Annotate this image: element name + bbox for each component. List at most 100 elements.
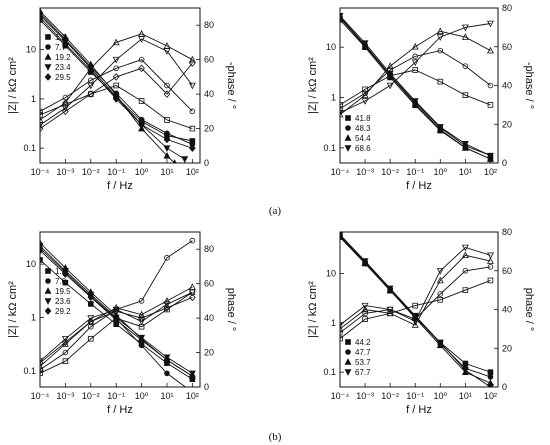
series-23.6-phase-point bbox=[188, 289, 196, 297]
series-19.2-modulus-point bbox=[172, 159, 177, 163]
series-7.0-modulus-point bbox=[164, 370, 170, 377]
series-68.6-modulus-point bbox=[386, 70, 394, 78]
series-48.3-phase-point bbox=[462, 63, 469, 69]
series-29.2-phase-point bbox=[138, 314, 145, 322]
series-7.7-modulus-point bbox=[164, 130, 170, 137]
series-7.7-phase-line bbox=[40, 59, 193, 112]
legend-marker-47.7 bbox=[345, 349, 351, 355]
legend: 41.848.354.468.6 bbox=[344, 114, 371, 153]
series-53.7-phase-point bbox=[340, 325, 344, 332]
series-48.3-phase-point bbox=[487, 82, 494, 89]
x-tick-label: 10⁰ bbox=[433, 167, 447, 177]
plot-frame bbox=[39, 7, 201, 164]
series-1.3-modulus-point bbox=[40, 257, 43, 263]
series-1.3-phase-point bbox=[87, 335, 94, 342]
legend: 1.37.019.523.629.2 bbox=[44, 267, 71, 316]
legend-label-67.7: 67.7 bbox=[355, 368, 371, 377]
series-7.7-phase-point bbox=[40, 108, 43, 115]
series-23.6-phase-point bbox=[87, 315, 95, 322]
chart-a-left: 10⁻⁴ 10⁻³ 10⁻² 10⁻¹ 10⁰ 10¹ 10² 0.1 1 10 0 20 40 60 80… bbox=[7, 7, 237, 192]
x-tick-label: 10⁰ bbox=[433, 391, 447, 401]
series-29.2-phase-point bbox=[62, 338, 69, 347]
series-68.6-modulus-point bbox=[361, 40, 369, 48]
series-47.7-phase-point bbox=[340, 329, 343, 336]
y-axis-label: |Z| / kΩ cm² bbox=[307, 281, 319, 338]
series-44.2-phase-line bbox=[340, 279, 491, 339]
y2-tick-label: 40 bbox=[502, 81, 512, 91]
x-tick-label: 10⁻⁴ bbox=[31, 167, 50, 177]
plot-data bbox=[340, 12, 494, 162]
legend-label-48.3: 48.3 bbox=[355, 124, 371, 133]
series-41.8-phase-point bbox=[412, 67, 419, 73]
series-68.6-phase-point bbox=[436, 34, 444, 41]
series-29.5-modulus-point bbox=[87, 66, 95, 75]
legend-marker-1.2 bbox=[45, 34, 51, 40]
legend-marker-7.7 bbox=[45, 44, 51, 50]
x-tick-label: 10⁻² bbox=[381, 167, 399, 177]
legend-marker-48.3 bbox=[345, 125, 351, 131]
x-tick-label: 10⁻⁴ bbox=[31, 391, 50, 401]
y-tick-label: 0.1 bbox=[23, 143, 36, 153]
series-1.3-modulus-point bbox=[62, 279, 69, 286]
series-7.7-phase-point bbox=[164, 82, 170, 89]
series-29.5-modulus-point bbox=[40, 13, 44, 22]
legend-label-29.2: 29.2 bbox=[55, 307, 71, 316]
series-54.4-phase-point bbox=[340, 110, 344, 118]
y2-tick-label: 0 bbox=[204, 382, 209, 392]
series-19.5-phase-point bbox=[163, 297, 171, 304]
series-53.7-phase-point bbox=[386, 309, 394, 317]
series-47.7-phase-point bbox=[437, 291, 444, 297]
plot-frame bbox=[39, 231, 201, 388]
series-54.4-phase-point bbox=[361, 91, 369, 98]
plot-data bbox=[40, 237, 196, 387]
series-67.7-phase-point bbox=[340, 322, 344, 329]
series-19.2-phase-point bbox=[112, 38, 120, 46]
y2-tick-label: 40 bbox=[204, 313, 214, 323]
series-29.5-phase-point bbox=[40, 124, 44, 133]
x-tick-label: 10² bbox=[484, 391, 497, 401]
series-47.7-phase-point bbox=[362, 310, 368, 317]
legend-marker-54.4 bbox=[344, 134, 352, 141]
series-53.7-phase-line bbox=[340, 254, 491, 330]
series-44.2-phase-point bbox=[412, 302, 419, 309]
series-23.4-phase-point bbox=[163, 48, 171, 55]
series-29.5-modulus-point bbox=[62, 40, 69, 48]
series-44.2-modulus-point bbox=[462, 360, 469, 367]
series-67.7-phase-point bbox=[411, 318, 419, 325]
caption-b: (b) bbox=[269, 431, 282, 443]
x-axis-label: f / Hz bbox=[406, 404, 432, 416]
series-47.7-phase-point bbox=[462, 267, 469, 274]
legend: 44.247.753.767.7 bbox=[344, 338, 371, 377]
legend-label-53.7: 53.7 bbox=[355, 358, 371, 367]
series-29.5-phase-point bbox=[112, 73, 120, 81]
legend-marker-68.6 bbox=[344, 145, 352, 152]
legend-label-1.2: 1.2 bbox=[55, 33, 67, 42]
legend-marker-53.7 bbox=[344, 358, 352, 365]
series-23.4-phase-point bbox=[138, 36, 146, 43]
series-7.0-phase-point bbox=[40, 366, 43, 373]
legend-label-54.4: 54.4 bbox=[355, 134, 371, 143]
series-29.2-modulus-point bbox=[62, 270, 69, 278]
y-axis-label: |Z| / kΩ cm² bbox=[7, 281, 19, 338]
x-tick-label: 10⁻¹ bbox=[406, 167, 424, 177]
series-41.8-phase-line bbox=[340, 69, 491, 106]
series-7.0-phase-point bbox=[189, 237, 196, 244]
legend-label-41.8: 41.8 bbox=[355, 114, 371, 123]
series-44.2-modulus-point bbox=[487, 369, 494, 375]
y2-tick-label: 60 bbox=[204, 279, 214, 289]
series-68.6-modulus-point bbox=[411, 98, 419, 105]
x-tick-label: 10⁻² bbox=[82, 391, 100, 401]
y2-tick-label: 80 bbox=[204, 244, 214, 254]
series-67.7-phase-line bbox=[340, 246, 491, 326]
y-tick-label: 1 bbox=[331, 318, 336, 328]
legend-marker-67.7 bbox=[344, 369, 352, 376]
series-44.2-phase-point bbox=[340, 335, 343, 342]
y-tick-label: 10 bbox=[326, 269, 336, 279]
series-68.6-phase-point bbox=[340, 109, 344, 117]
series-48.3-phase-line bbox=[340, 50, 491, 110]
series-23.4-modulus-point bbox=[181, 156, 189, 163]
x-tick-label: 10⁻⁴ bbox=[331, 391, 350, 401]
legend-marker-1.3 bbox=[45, 268, 51, 274]
y2-tick-label: 0 bbox=[502, 158, 507, 168]
chart-a-right: 10⁻⁴ 10⁻³ 10⁻² 10⁻¹ 10⁰ 10¹ 10² 0.1 1 10 0 20 40 60 80… bbox=[307, 3, 535, 192]
